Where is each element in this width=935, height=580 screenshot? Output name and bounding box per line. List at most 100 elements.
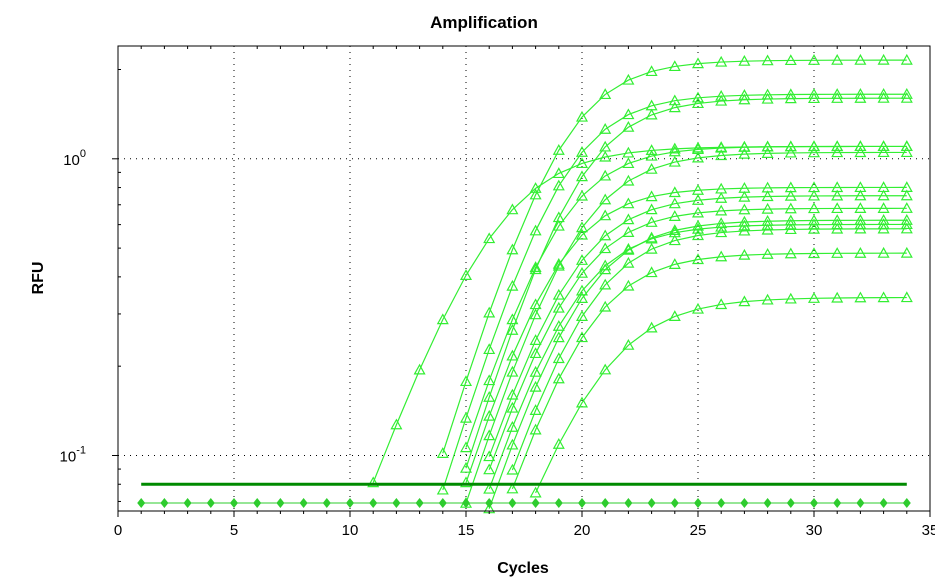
- curve-point: [599, 278, 612, 290]
- curve-point: [668, 197, 681, 209]
- curve-point: [529, 380, 542, 392]
- curve-point: [645, 144, 658, 156]
- curve-point: [645, 231, 658, 243]
- curve-point: [390, 418, 403, 430]
- curve-point: [506, 463, 519, 475]
- baseline-point: [160, 498, 169, 508]
- curve-point: [436, 483, 449, 495]
- x-axis-label: Cycles: [497, 560, 549, 577]
- curve-point: [715, 226, 728, 238]
- curve-point: [691, 151, 705, 163]
- baseline-point: [299, 498, 308, 508]
- curve-point: [854, 140, 867, 152]
- curve-point: [761, 223, 774, 235]
- curve-point: [575, 221, 589, 233]
- baseline-point: [601, 498, 610, 508]
- curve-point: [668, 234, 681, 246]
- curve-point: [691, 97, 705, 109]
- curve-point: [807, 222, 821, 234]
- curve-point: [784, 247, 797, 259]
- curve-point: [900, 53, 913, 65]
- y-axis-label: RFU: [30, 262, 47, 295]
- baseline-point: [833, 498, 842, 508]
- baseline-point: [902, 498, 911, 508]
- baseline-point: [624, 498, 633, 508]
- baseline-point: [253, 498, 262, 508]
- curve-point: [483, 391, 496, 402]
- curve-line: [535, 296, 907, 494]
- curve-point: [575, 145, 589, 157]
- curve-point: [715, 141, 728, 153]
- curve-point: [761, 293, 774, 305]
- curve-point: [807, 189, 821, 201]
- baseline-point: [740, 498, 749, 508]
- curve-point: [483, 232, 496, 244]
- curve-point: [831, 53, 844, 65]
- curve-point: [483, 374, 496, 386]
- curve-point: [459, 476, 473, 488]
- curve-point: [831, 189, 844, 201]
- curve-point: [900, 246, 913, 258]
- curve-point: [599, 88, 612, 100]
- curve-point: [784, 54, 797, 66]
- curve-point: [645, 203, 658, 215]
- curve-point: [877, 189, 890, 201]
- amplification-curve: [436, 87, 913, 495]
- curve-point: [436, 447, 449, 458]
- curve-point: [854, 146, 867, 158]
- curve-line: [511, 252, 907, 490]
- curve-point: [784, 223, 797, 235]
- baseline-point: [647, 498, 656, 508]
- curve-point: [784, 140, 797, 152]
- curve-point: [622, 197, 635, 209]
- curve-line: [488, 219, 907, 509]
- curve-point: [599, 242, 612, 254]
- curve-point: [738, 141, 751, 152]
- baseline-point: [346, 498, 354, 508]
- curve-point: [807, 146, 821, 158]
- curve-point: [645, 149, 658, 161]
- curve-point: [877, 222, 890, 234]
- x-tick-label: 35: [922, 522, 935, 539]
- baseline-point: [206, 498, 215, 508]
- plot-frame: [117, 45, 931, 512]
- curve-point: [552, 257, 565, 269]
- curve-point: [900, 189, 913, 201]
- x-tick-label: 15: [458, 522, 475, 539]
- baseline-point: [462, 498, 470, 508]
- amplification-curve: [459, 91, 913, 473]
- baseline-point: [856, 498, 865, 508]
- curve-point: [854, 189, 867, 201]
- curve-point: [367, 476, 380, 488]
- curve-point: [599, 193, 612, 205]
- curve-point: [575, 170, 589, 182]
- curve-point: [599, 263, 612, 275]
- curve-point: [761, 92, 774, 104]
- curve-point: [529, 486, 542, 498]
- curve-point: [459, 375, 473, 387]
- curve-point: [575, 310, 589, 321]
- curve-point: [483, 343, 496, 355]
- curve-point: [483, 409, 496, 421]
- amplification-curve: [506, 246, 913, 494]
- curve-point: [715, 192, 728, 203]
- curve-point: [645, 266, 658, 278]
- y-tick-label: 10-1: [60, 444, 86, 465]
- curve-point: [575, 284, 589, 296]
- curve-point: [691, 57, 705, 69]
- curve-point: [831, 92, 844, 103]
- curve-point: [807, 202, 821, 214]
- curve-point: [668, 310, 681, 322]
- curve-point: [622, 243, 635, 255]
- baseline-point: [717, 498, 726, 508]
- curve-point: [552, 288, 565, 300]
- curve-point: [784, 92, 797, 104]
- curve-point: [483, 429, 496, 441]
- x-tick-label: 0: [114, 522, 122, 539]
- curve-point: [738, 248, 751, 260]
- curve-point: [599, 140, 612, 152]
- curve-point: [668, 142, 681, 154]
- x-tick-label: 20: [574, 522, 591, 539]
- curve-point: [529, 308, 542, 320]
